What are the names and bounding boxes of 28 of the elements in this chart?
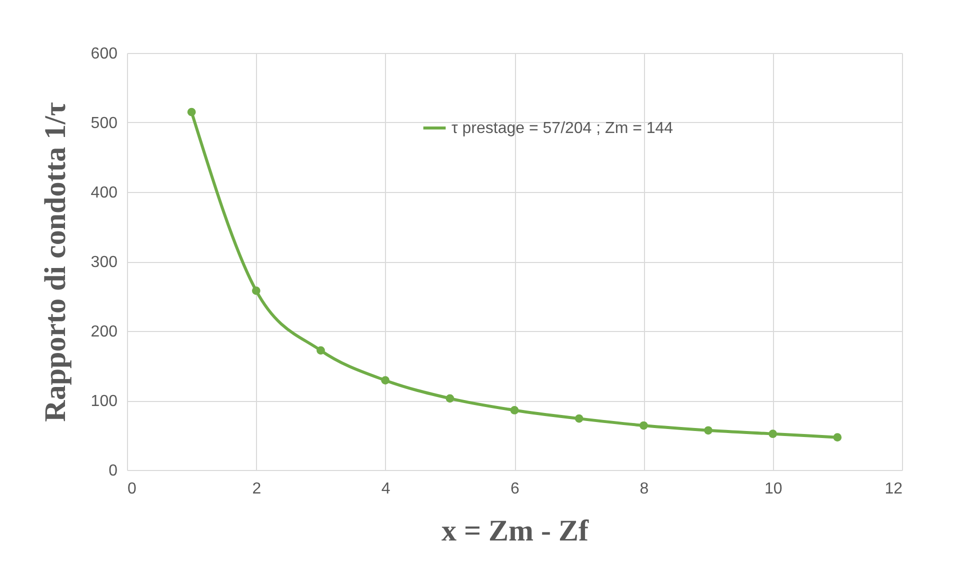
x-tick-label: 10 [764,480,782,498]
point [574,414,584,423]
x-tick-label: 0 [128,480,136,498]
x-tick-label: 4 [381,480,390,498]
x-tick-label: 8 [640,480,649,498]
y-axis-title: Rapporto di condotta 1/τ [38,102,72,422]
y-tick-label: 500 [90,115,118,132]
point [316,346,325,355]
y-tick-label: 100 [90,393,118,410]
x-axis-title: x = Zm - Zf [441,514,590,548]
point [833,433,842,442]
legend-label: τ prestage = 57/204 ; Zm = 144 [452,120,674,137]
point [639,421,648,430]
x-tick-label: 2 [252,480,262,498]
y-tick-label: 600 [90,46,118,62]
point [768,430,778,438]
x-tick-label: 12 [884,480,903,498]
point [252,286,260,295]
point [381,376,390,385]
x-tick-label: 6 [510,480,520,498]
y-tick-label: 0 [108,462,118,480]
point [510,406,519,414]
point [446,394,454,403]
point [187,108,196,116]
point [704,426,712,435]
y-tick-label: 200 [90,324,118,340]
y-tick-label: 400 [90,184,118,202]
y-tick-label: 300 [90,254,118,271]
